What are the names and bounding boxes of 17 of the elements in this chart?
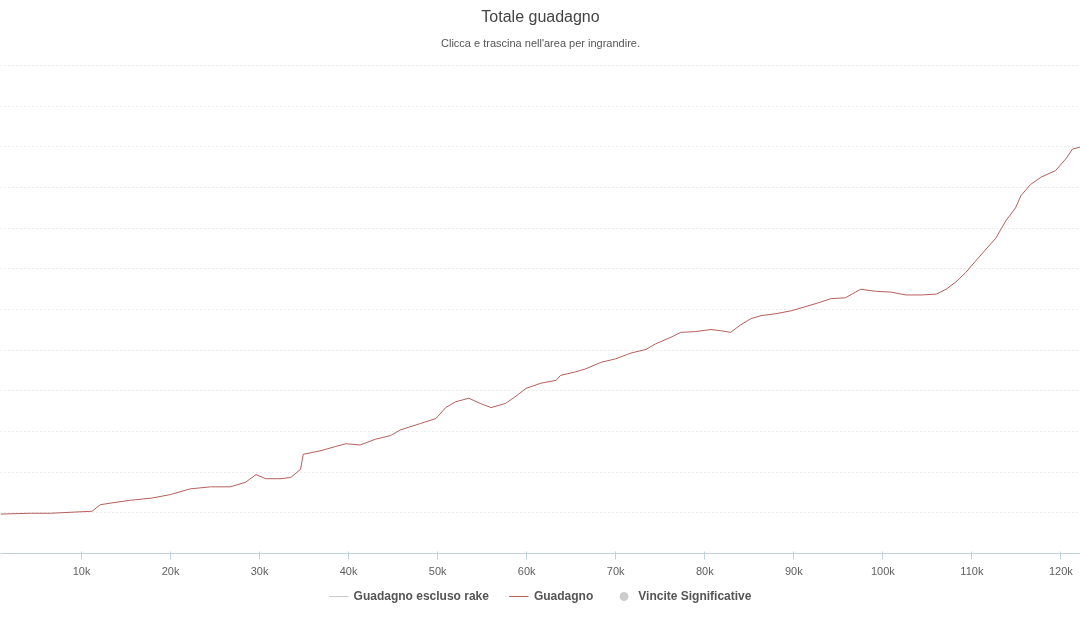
- legend-label: Guadagno escluso rake: [353, 589, 489, 603]
- x-tick-label: 50k: [428, 564, 448, 577]
- legend-label: Vincite Significative: [638, 589, 752, 603]
- x-tick-label: 30k: [250, 564, 269, 577]
- x-tick-label: 20k: [161, 564, 180, 577]
- chart-subtitle: Clicca e trascina nell'area per ingrandire.: [441, 36, 640, 49]
- chart-title: Totale guadagno: [481, 7, 600, 25]
- legend-label: Guadagno: [533, 589, 594, 603]
- x-tick-label: 90k: [784, 564, 804, 577]
- x-tick-label: 100k: [870, 564, 896, 577]
- x-tick-label: 80k: [695, 564, 715, 577]
- x-tick-label: 10k: [72, 564, 91, 577]
- x-tick-label: 120k: [1048, 564, 1074, 577]
- x-tick-label: 60k: [517, 564, 537, 577]
- x-tick-label: 70k: [606, 564, 626, 577]
- x-tick-label: 40k: [339, 564, 358, 577]
- x-tick-label: 110k: [960, 564, 984, 577]
